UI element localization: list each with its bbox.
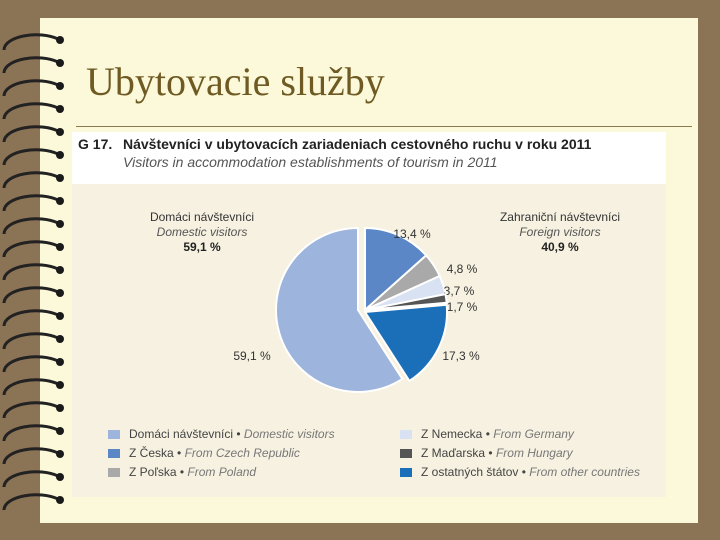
figure-header: G 17. Návštevníci v ubytovacích zariaden…	[72, 132, 666, 184]
binding-hole	[56, 450, 64, 458]
legend-separator: •	[482, 427, 494, 441]
legend-label-sk: Z Poľska	[129, 465, 177, 479]
title-divider	[76, 126, 692, 127]
slice-value-label: 59,1 %	[233, 349, 271, 363]
legend-swatch	[108, 448, 120, 458]
legend-separator: •	[485, 446, 496, 460]
domestic-group-label: Domáci návštevníci Domestic visitors 59,…	[122, 210, 282, 255]
binding-ring	[2, 56, 59, 74]
legend-item-hungary: Z Maďarska • From Hungary	[400, 446, 573, 460]
binding-ring	[2, 148, 59, 166]
legend-separator: •	[518, 465, 530, 479]
figure-panel: G 17. Návštevníci v ubytovacích zariaden…	[72, 132, 666, 497]
legend-swatch	[400, 429, 412, 439]
slice-value-label: 13,4 %	[393, 227, 431, 241]
figure-number: G 17.	[78, 136, 113, 152]
legend-swatch	[108, 467, 120, 477]
legend-label-en: From other countries	[529, 465, 640, 479]
legend-item-poland: Z Poľska • From Poland	[108, 465, 256, 479]
binding-ring	[2, 194, 59, 212]
binding-hole	[56, 197, 64, 205]
binding-ring	[2, 424, 59, 442]
slice-value-label: 1,7 %	[447, 300, 478, 314]
legend-separator: •	[233, 427, 244, 441]
binding-hole	[56, 289, 64, 297]
binding-hole	[56, 473, 64, 481]
binding-hole	[56, 496, 64, 504]
legend-label-sk: Z ostatných štátov	[421, 465, 519, 479]
legend-label-sk: Z Maďarska	[421, 446, 486, 460]
binding-ring	[2, 102, 59, 120]
slice-value-label: 3,7 %	[444, 284, 475, 298]
binding-hole	[56, 59, 64, 67]
binding-hole	[56, 151, 64, 159]
legend-swatch	[400, 448, 412, 458]
binding-ring	[2, 493, 59, 511]
pie-slice	[364, 226, 428, 313]
legend-item-domestic: Domáci návštevníci • Domestic visitors	[108, 427, 335, 441]
binding-hole	[56, 243, 64, 251]
binding-hole	[56, 105, 64, 113]
legend-label-sk: Z Česka	[129, 446, 174, 460]
binding-ring	[2, 33, 59, 51]
legend-label-en: From Germany	[493, 427, 574, 441]
binding-hole	[56, 36, 64, 44]
binding-ring	[2, 125, 59, 143]
pie-slice	[364, 292, 448, 311]
legend-label-en: From Poland	[187, 465, 257, 479]
legend-item-czech: Z Česka • From Czech Republic	[108, 446, 300, 460]
slice-value-label: 4,8 %	[447, 262, 478, 276]
binding-hole	[56, 312, 64, 320]
binding-ring	[2, 355, 59, 373]
domestic-percent: 59,1 %	[183, 240, 221, 254]
binding-ring	[2, 470, 59, 488]
foreign-label-en: Foreign visitors	[519, 225, 601, 239]
legend-separator: •	[173, 446, 185, 460]
binding-hole	[56, 82, 64, 90]
legend-item-other: Z ostatných štátov • From other countrie…	[400, 465, 640, 479]
legend-label-en: From Hungary	[495, 446, 573, 460]
legend-swatch	[400, 467, 412, 477]
binding-hole	[56, 427, 64, 435]
domestic-label-sk: Domáci návštevníci	[149, 210, 255, 224]
binding-hole	[56, 128, 64, 136]
legend-separator: •	[176, 465, 188, 479]
legend-label-en: Domestic visitors	[243, 427, 335, 441]
pie-chart: 13,4 % 4,8 % 3,7 % 1,7 % 17,3 % 59,1 %	[233, 226, 480, 393]
binding-hole	[56, 381, 64, 389]
binding-ring	[2, 332, 59, 350]
binding-ring	[2, 309, 59, 327]
legend-swatch	[108, 429, 120, 439]
domestic-label-en: Domestic visitors	[156, 225, 248, 239]
binding-hole	[56, 220, 64, 228]
binding-hole	[56, 266, 64, 274]
binding-hole	[56, 358, 64, 366]
binding-ring	[2, 286, 59, 304]
legend-item-germany: Z Nemecka • From Germany	[400, 427, 574, 441]
binding-hole	[56, 174, 64, 182]
pie-slice	[275, 226, 404, 393]
binding-ring	[2, 240, 59, 258]
binding-ring	[2, 378, 59, 396]
binding-ring	[2, 217, 59, 235]
legend-label-en: From Czech Republic	[184, 446, 300, 460]
figure-title-en: Visitors in accommodation establishments…	[123, 154, 498, 170]
binding-ring	[2, 171, 59, 189]
binding-ring	[2, 79, 59, 97]
slide-title: Ubytovacie služby	[86, 59, 385, 104]
legend-label-sk: Z Nemecka	[421, 427, 483, 441]
binding-hole	[56, 404, 64, 412]
binding-ring	[2, 401, 59, 419]
binding-ring	[2, 263, 59, 281]
foreign-group-label: Zahraniční návštevníci Foreign visitors …	[480, 210, 640, 255]
spiral-binding	[2, 33, 64, 511]
legend-label-sk: Domáci návštevníci	[129, 427, 234, 441]
binding-ring	[2, 447, 59, 465]
foreign-label-sk: Zahraniční návštevníci	[499, 210, 621, 224]
foreign-percent: 40,9 %	[541, 240, 579, 254]
figure-title-sk: Návštevníci v ubytovacích zariadeniach c…	[123, 136, 592, 152]
slice-value-label: 17,3 %	[442, 349, 480, 363]
binding-hole	[56, 335, 64, 343]
pie-slice	[363, 303, 448, 383]
